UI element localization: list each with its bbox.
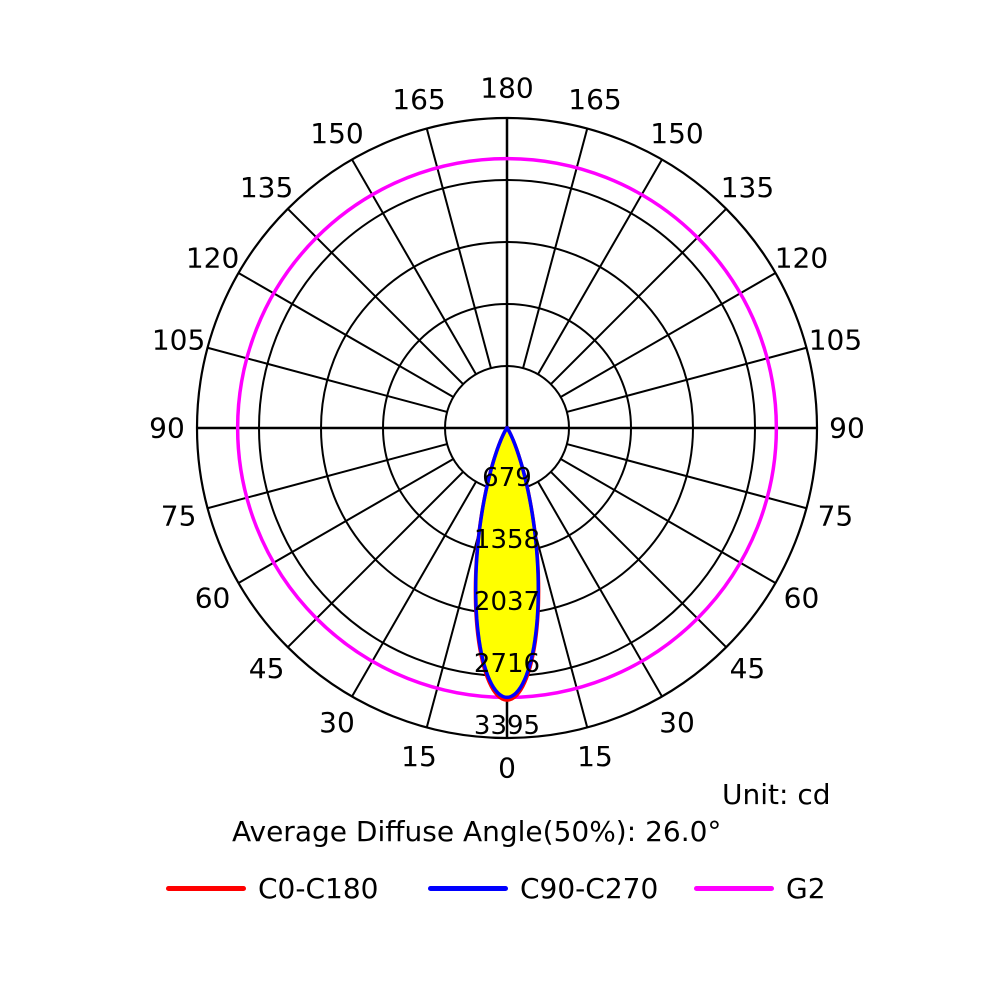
grid-spoke xyxy=(238,272,454,398)
grid-spoke xyxy=(550,471,727,648)
angle-label: 45 xyxy=(249,652,285,685)
legend-item-c0-c180: C0-C180 xyxy=(166,868,378,908)
legend-line-magenta xyxy=(694,885,774,891)
angle-label: 30 xyxy=(319,706,355,739)
angle-label: 0 xyxy=(498,752,516,785)
radial-tick-label: 679 xyxy=(482,463,532,493)
angle-label: 150 xyxy=(650,117,703,150)
radial-tick-label: 1358 xyxy=(474,525,540,555)
angle-label: 135 xyxy=(721,171,774,204)
beam-fill xyxy=(475,428,539,701)
legend-item-c90-c270: C90-C270 xyxy=(428,868,658,908)
legend-label: G2 xyxy=(786,871,826,905)
angle-label: 90 xyxy=(829,412,865,445)
angle-label: 75 xyxy=(161,499,197,532)
grid-spoke xyxy=(537,159,663,375)
radial-tick-label: 2037 xyxy=(474,587,540,617)
angle-label: 105 xyxy=(152,324,205,357)
intensity-curves xyxy=(235,156,779,702)
angle-label: 60 xyxy=(195,582,231,615)
angle-label: 180 xyxy=(480,72,533,105)
unit-label: Unit: cd xyxy=(722,778,831,811)
radial-tick-label: 3395 xyxy=(474,711,540,741)
angle-label: 120 xyxy=(186,242,239,275)
angle-label: 150 xyxy=(310,117,363,150)
angle-label: 75 xyxy=(818,499,854,532)
radial-tick-label: 2716 xyxy=(474,649,540,679)
angle-label: 165 xyxy=(392,83,445,116)
legend-label: C0-C180 xyxy=(258,871,379,905)
angle-label: 15 xyxy=(577,740,613,773)
grid-spoke xyxy=(351,159,477,375)
angle-label: 135 xyxy=(240,171,293,204)
angle-label: 60 xyxy=(784,582,820,615)
angle-label: 15 xyxy=(401,740,437,773)
angle-label: 165 xyxy=(568,83,621,116)
grid-spoke xyxy=(351,481,477,697)
grid-spoke xyxy=(537,481,663,697)
grid-spoke xyxy=(550,208,727,385)
legend-line-red xyxy=(166,885,246,891)
grid-spoke xyxy=(287,208,464,385)
angle-label: 45 xyxy=(730,652,766,685)
legend-item-g2: G2 xyxy=(694,868,826,908)
legend-label: C90-C270 xyxy=(520,871,659,905)
grid-spoke xyxy=(560,272,776,398)
angle-label: 30 xyxy=(659,706,695,739)
diffuse-angle-label: Average Diffuse Angle(50%): 26.0° xyxy=(232,815,722,848)
series-c90-c270-curve xyxy=(473,426,541,700)
radial-labels: 679 1358 2037 2716 3395 xyxy=(474,463,540,741)
angle-label: 120 xyxy=(775,242,828,275)
legend-line-blue xyxy=(428,885,508,891)
angle-label: 105 xyxy=(809,324,862,357)
grid-spoke xyxy=(238,458,454,584)
grid-spoke xyxy=(287,471,464,648)
angle-label: 90 xyxy=(149,412,185,445)
grid-spoke xyxy=(560,458,776,584)
